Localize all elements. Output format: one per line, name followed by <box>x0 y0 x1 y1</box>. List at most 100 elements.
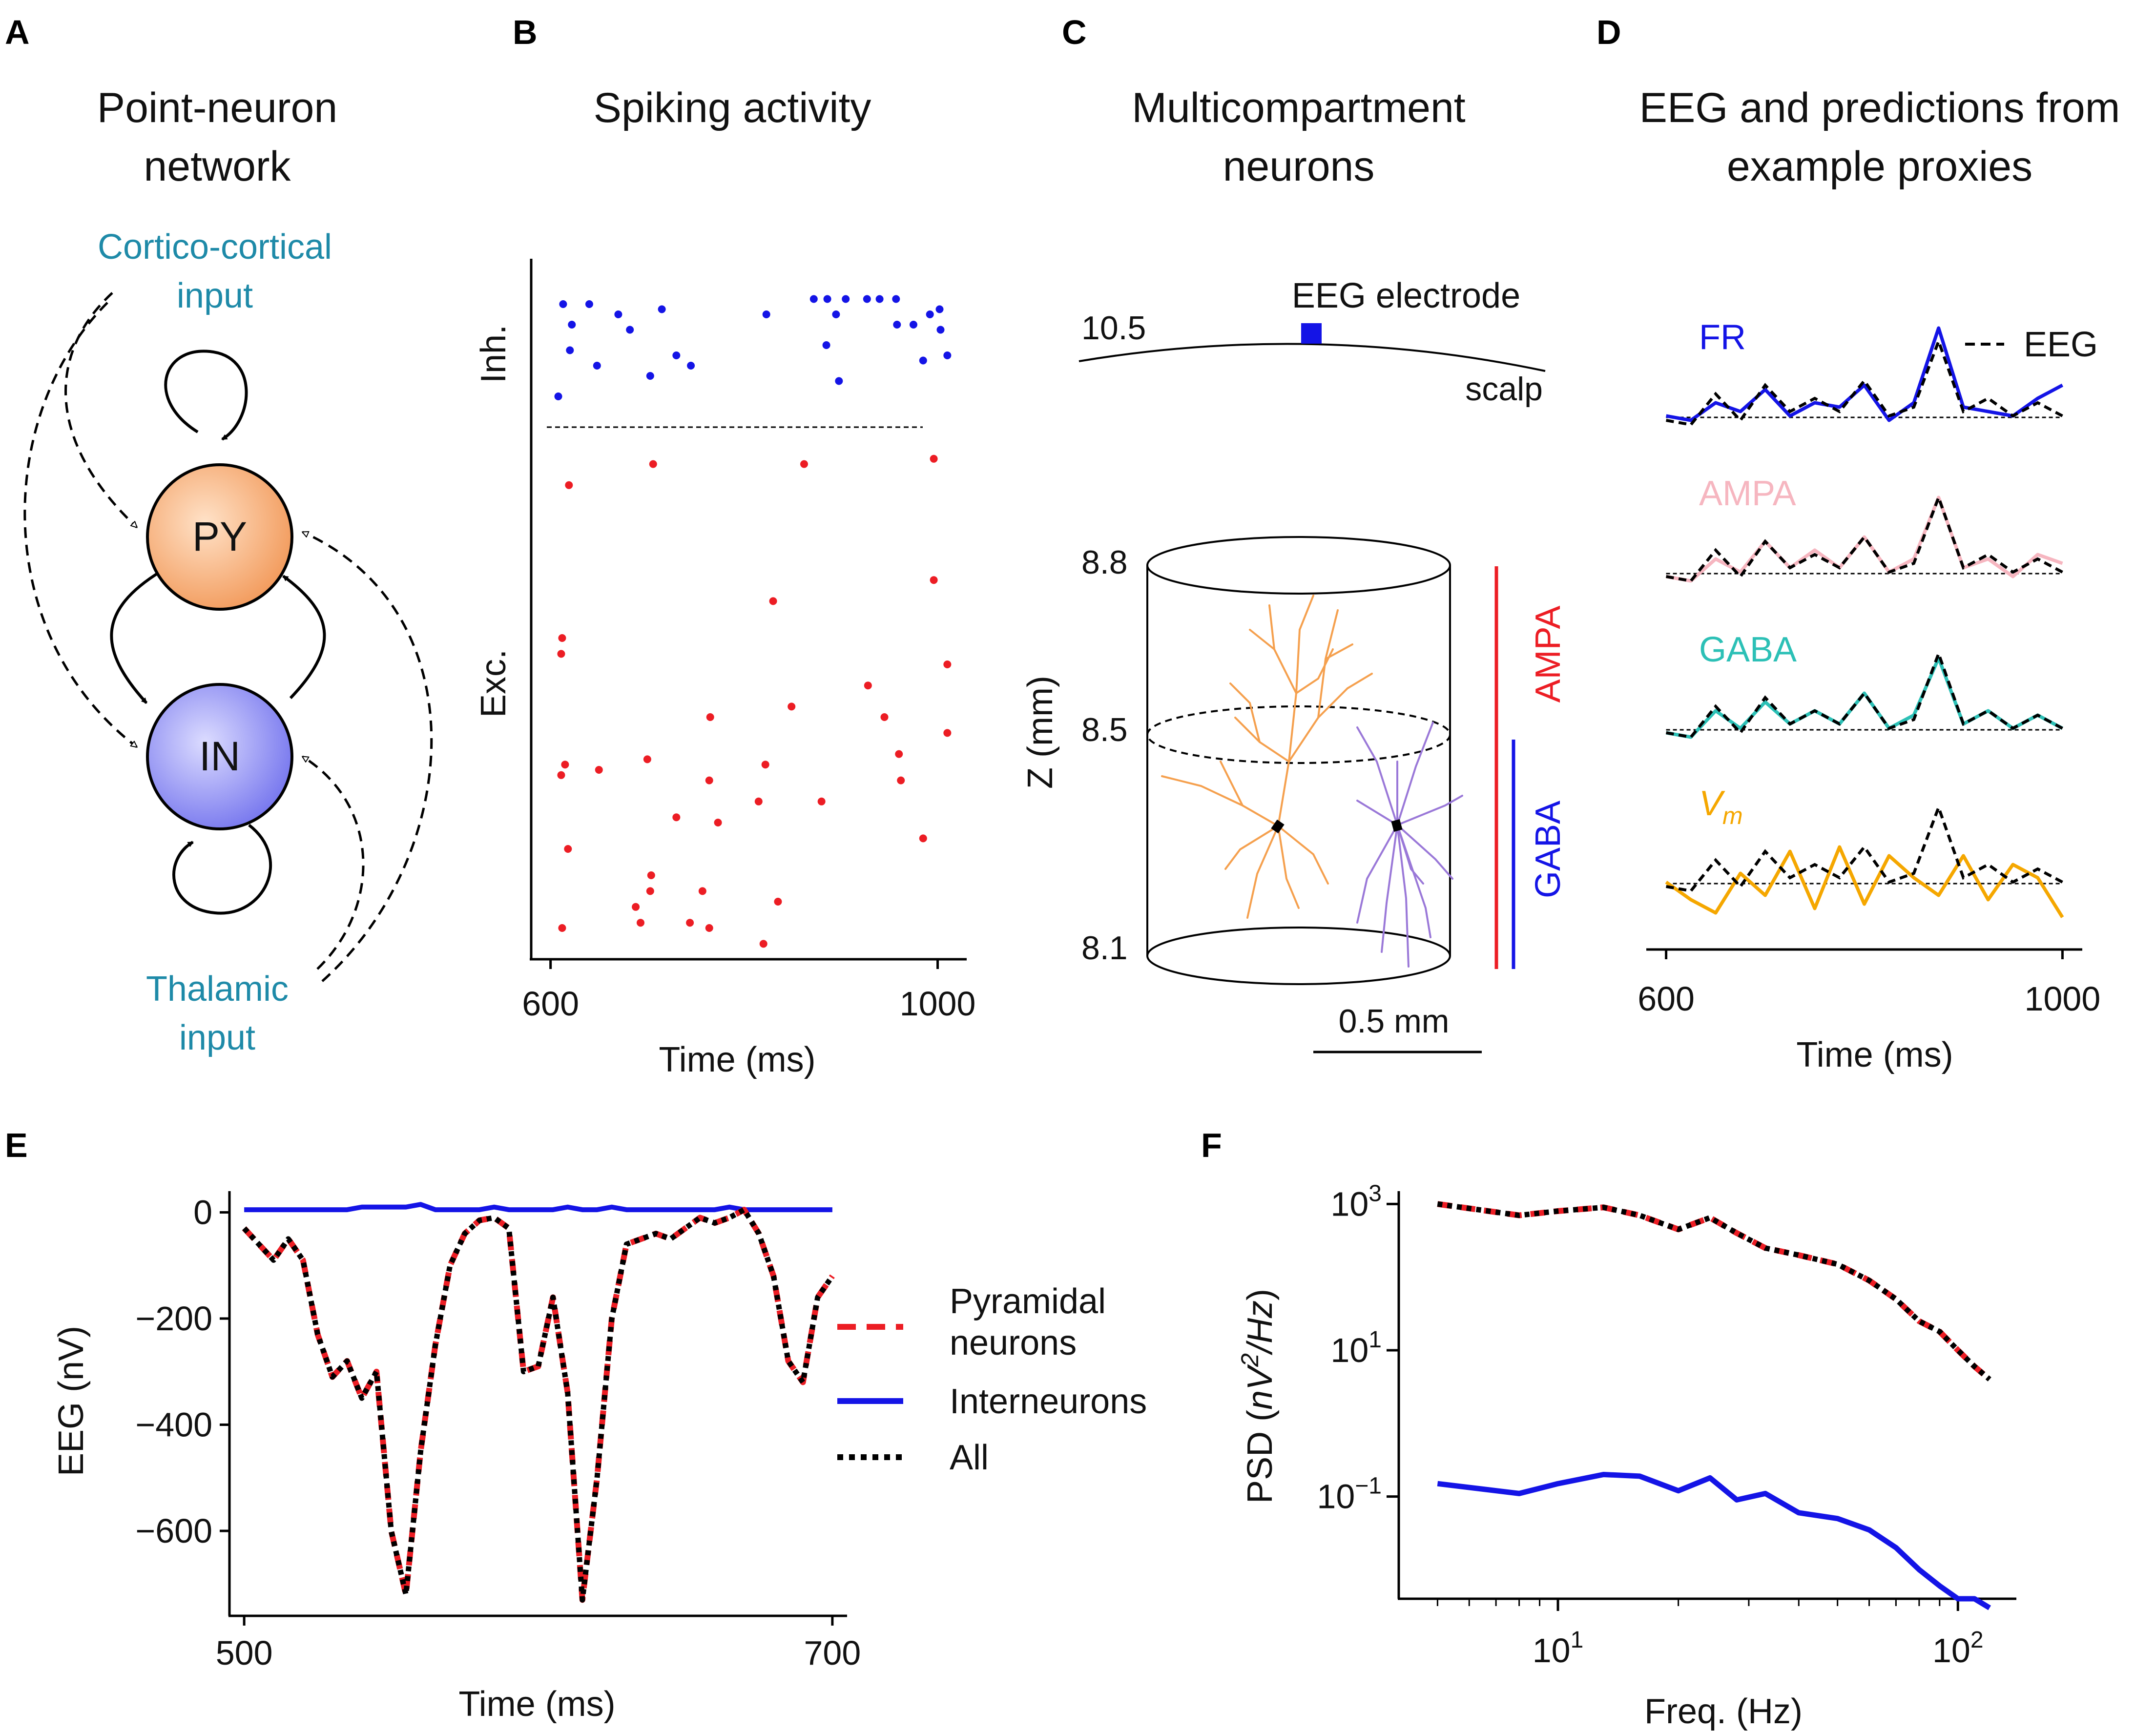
panel-letter-d: D <box>1596 13 1621 51</box>
e-traces <box>242 1202 835 1603</box>
z-tick-8-8: 8.8 <box>1081 544 1128 581</box>
inh-spike <box>935 305 944 313</box>
panel-d-title-line2: example proxies <box>1727 143 2032 190</box>
d-proxy-line <box>1665 656 2064 739</box>
f-series-line <box>1437 1471 1991 1610</box>
d-legend-eeg-label: EEG <box>2024 325 2098 364</box>
inh-spike <box>687 362 695 370</box>
inh-spike <box>672 351 681 359</box>
in-self-loop <box>172 824 272 915</box>
exc-spike <box>705 776 713 784</box>
exc-spike <box>565 481 573 489</box>
panel-b: B Spiking activity Inh. Exc. 600 1000 Tim… <box>474 13 975 1079</box>
inh-spike <box>762 310 770 318</box>
z-tick-8-1: 8.1 <box>1081 929 1128 967</box>
exc-spike <box>714 819 722 826</box>
py-to-in-arrow <box>110 570 162 704</box>
f-x-label: Freq. (Hz) <box>1644 1692 1803 1731</box>
exc-spike <box>705 924 713 932</box>
e-x-tick-label: 500 <box>216 1634 273 1672</box>
thalamic-to-in-arrow <box>303 755 365 970</box>
inh-spike <box>926 310 934 318</box>
inh-spike <box>614 310 622 318</box>
exc-spike <box>880 713 889 721</box>
inh-spike <box>646 372 654 380</box>
inh-spike <box>658 305 666 313</box>
f-y-tick-label: 101 <box>1330 1327 1382 1369</box>
inh-spike <box>809 295 818 303</box>
exc-spike <box>632 903 640 911</box>
cortico-to-py-arrow <box>64 292 137 527</box>
interneuron-soma <box>1391 819 1403 832</box>
f-series-line <box>1437 1201 1991 1382</box>
cylinder-top <box>1146 536 1451 595</box>
inh-spike <box>832 310 840 318</box>
exc-spike <box>897 776 905 784</box>
c-y-label: Z (mm) <box>1021 676 1060 789</box>
inh-spike <box>893 321 901 329</box>
inh-spike <box>892 295 900 303</box>
d-eeg-line <box>1666 649 2063 739</box>
thalamic-to-py-arrow <box>303 531 433 982</box>
inh-spike <box>936 326 945 334</box>
d-x-tick-label: 1000 <box>2025 980 2101 1018</box>
e-series-line <box>242 1207 835 1603</box>
thalamic-input-line2: input <box>179 1018 255 1057</box>
pyramidal-neuron <box>1161 595 1373 919</box>
e-y-tick-label: −200 <box>135 1300 212 1338</box>
f-y-tick-label: 103 <box>1330 1180 1382 1223</box>
exc-spike <box>769 597 777 605</box>
exc-spike <box>636 919 644 927</box>
exc-spike <box>930 454 938 463</box>
panel-c: C Multicompartment neurons EEG electrode… <box>1021 13 1568 1053</box>
eeg-electrode <box>1301 323 1322 344</box>
inh-spike <box>585 300 593 308</box>
exc-spike <box>672 813 681 822</box>
py-label: PY <box>192 514 247 559</box>
e-legend-int: Interneurons <box>950 1382 1147 1421</box>
exc-spike <box>595 766 603 774</box>
panel-letter-f: F <box>1201 1126 1222 1164</box>
inh-label: Inh. <box>474 325 513 383</box>
thalamic-input-line1: Thalamic <box>146 970 289 1009</box>
cylinder-middle <box>1146 705 1451 764</box>
exc-spike <box>558 924 566 932</box>
exc-spike <box>557 650 565 658</box>
panel-c-title-line2: neurons <box>1223 143 1375 190</box>
d-proxy-line <box>1665 845 2064 918</box>
exc-spike <box>706 713 714 721</box>
exc-spike <box>864 681 872 690</box>
gaba-label: GABA <box>1529 801 1568 898</box>
e-x-label: Time (ms) <box>458 1685 615 1724</box>
panel-e: E 500 700 0 −200 −400 −600 EEG (nV) Time (ms)… <box>5 1126 1147 1724</box>
e-y-tick-label: −400 <box>135 1406 212 1444</box>
f-x-tick-label: 101 <box>1533 1627 1584 1670</box>
exc-spike <box>643 755 651 763</box>
f-y-label: PSD (nV2/Hz) <box>1236 1289 1280 1504</box>
b-x-ticks: 600 1000 <box>522 959 975 1023</box>
f-ticks: 101 102 103 101 10−1 <box>1317 1180 1983 1670</box>
exc-spike <box>919 834 927 843</box>
z-tick-8-5: 8.5 <box>1081 711 1128 748</box>
inh-spike <box>875 295 884 303</box>
d-proxy-label: FR <box>1699 318 1746 357</box>
cortico-input-line2: input <box>177 276 253 315</box>
panel-a-title-line2: network <box>144 143 291 190</box>
b-x-label: Time (ms) <box>659 1040 815 1079</box>
exc-spike <box>817 797 826 805</box>
e-legend-pyr-2: neurons <box>950 1323 1077 1362</box>
d-proxy-label: GABA <box>1699 630 1797 669</box>
e-legend-all: All <box>950 1438 989 1477</box>
exc-spike <box>943 729 952 737</box>
panel-a-title-line1: Point-neuron <box>97 84 337 131</box>
exc-spike <box>761 761 769 769</box>
spike-raster <box>554 295 952 948</box>
py-node <box>146 463 293 611</box>
b-x-tick-label: 600 <box>522 985 579 1023</box>
scalp-curve <box>1078 343 1546 372</box>
b-x-tick-label: 1000 <box>900 985 976 1023</box>
panel-letter-b: B <box>513 13 538 51</box>
exc-spike <box>558 634 566 642</box>
cortico-to-in-arrow <box>23 302 137 748</box>
panel-d-title-line1: EEG and predictions from <box>1639 84 2120 131</box>
